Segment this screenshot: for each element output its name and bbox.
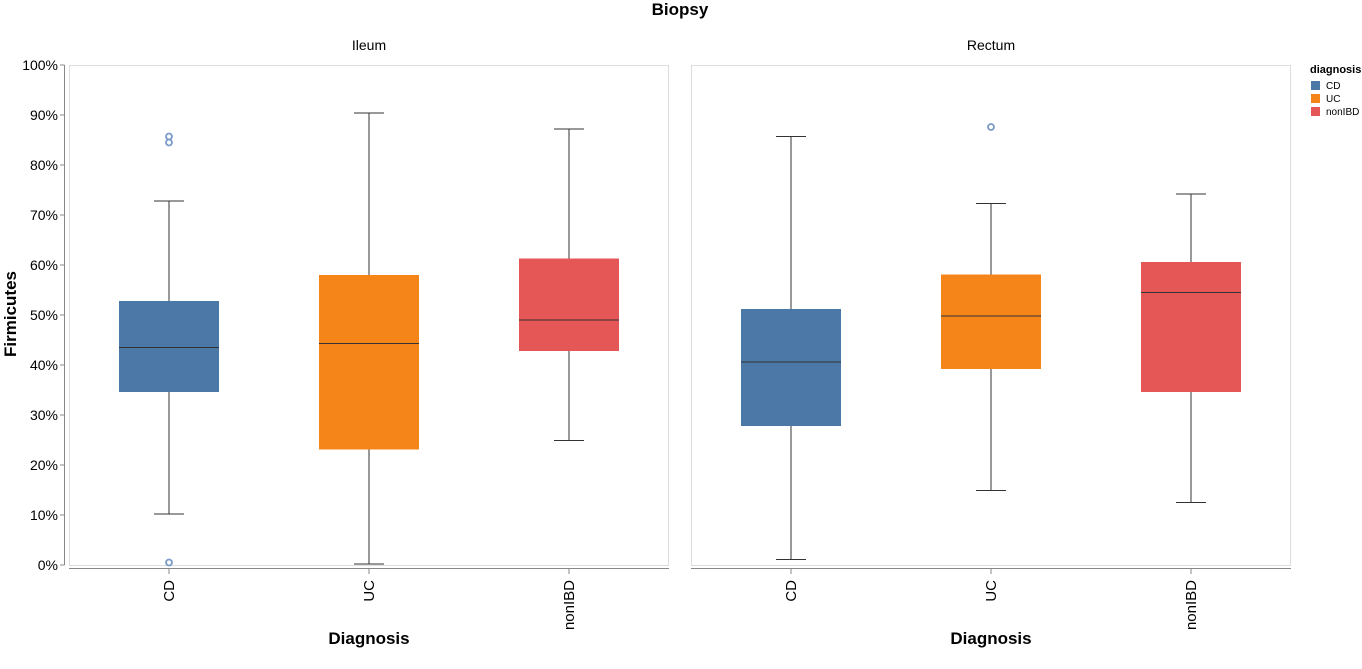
outlier-point [165, 558, 173, 567]
iqr-box [1141, 262, 1241, 392]
legend-entry-uc: UC [1311, 94, 1340, 105]
legend-swatch [1311, 81, 1320, 90]
box-uc: UC [319, 112, 419, 602]
box-cd: CD [119, 132, 219, 602]
x-tick-label: nonIBD [1183, 580, 1200, 630]
x-axis-title: Diagnosis [328, 629, 409, 648]
y-tick-label: 70% [30, 207, 58, 223]
panel-frame [691, 65, 1291, 566]
outlier-point [165, 132, 173, 141]
legend-entry-nonibd: nonIBD [1311, 107, 1359, 118]
legend-swatch [1311, 94, 1320, 103]
x-tick-label: UC [361, 580, 378, 602]
iqr-box [119, 301, 219, 392]
y-tick-label: 10% [30, 507, 58, 523]
box-nonibd: nonIBD [1141, 193, 1241, 630]
legend-label: nonIBD [1326, 107, 1359, 118]
facet-ileum: Ileum 0% 10% 20% 30% 40% 50% 60% 70% 80% 90% 100% CD… [22, 37, 669, 648]
x-tick-label: nonIBD [561, 580, 578, 630]
legend-entry-cd: CD [1311, 81, 1340, 92]
y-tick-label: 60% [30, 257, 58, 273]
facet-title: Ileum [352, 37, 386, 53]
x-tick-label: CD [783, 580, 800, 602]
y-tick-label: 50% [30, 307, 58, 323]
x-axis-title: Diagnosis [950, 629, 1031, 648]
x-tick-label: UC [983, 580, 1000, 602]
chart-title: Biopsy [652, 0, 709, 19]
legend-swatch [1311, 107, 1320, 116]
y-tick-label: 0% [38, 557, 58, 573]
legend: diagnosis CD UC nonIBD [1310, 64, 1361, 118]
y-tick-label: 80% [30, 157, 58, 173]
iqr-box [941, 274, 1041, 369]
panel-frame [69, 65, 669, 566]
iqr-box [319, 275, 419, 450]
iqr-box [741, 309, 841, 426]
facet-rectum: Rectum CD UC nonIBD Diagnosis [691, 37, 1291, 648]
box-cd: CD [741, 136, 841, 602]
legend-label: UC [1326, 94, 1340, 105]
facet-title: Rectum [967, 37, 1015, 53]
y-tick-label: 30% [30, 407, 58, 423]
box-nonibd: nonIBD [519, 128, 619, 630]
box-uc: UC [941, 123, 1041, 602]
outlier-point [987, 123, 995, 131]
y-tick-label: 40% [30, 357, 58, 373]
y-tick-label: 20% [30, 457, 58, 473]
y-tick-label: 100% [22, 57, 58, 73]
facets: Ileum 0% 10% 20% 30% 40% 50% 60% 70% 80% 90% 100% CD… [22, 37, 1291, 648]
legend-label: CD [1326, 81, 1340, 92]
x-tick-label: CD [161, 580, 178, 602]
iqr-box [519, 258, 619, 351]
legend-title: diagnosis [1310, 64, 1361, 76]
y-axis-title: Firmicutes [1, 271, 20, 357]
y-tick-label: 90% [30, 107, 58, 123]
